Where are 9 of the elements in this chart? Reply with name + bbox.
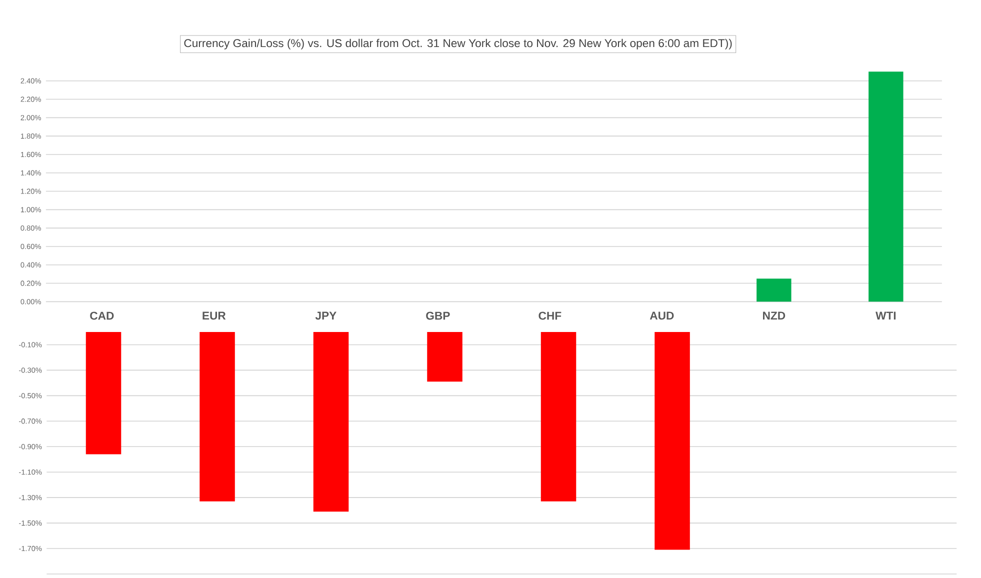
x-tick-label: GBP — [426, 312, 450, 320]
x-tick-label: EUR — [202, 312, 226, 320]
x-tick-label: CAD — [90, 312, 114, 320]
chart-title: Currency Gain/Loss (%) vs. US dollar from Oct. 31 New York close to Nov. 29 New York open 6:00 am EDT)) — [184, 38, 732, 50]
x-tick-label: AUD — [650, 312, 674, 320]
x-tick-label: JPY — [315, 312, 336, 320]
x-tick-label: CHF — [538, 312, 562, 320]
x-tick-label: WTI — [876, 312, 896, 320]
x-tick-label: NZD — [763, 312, 786, 320]
